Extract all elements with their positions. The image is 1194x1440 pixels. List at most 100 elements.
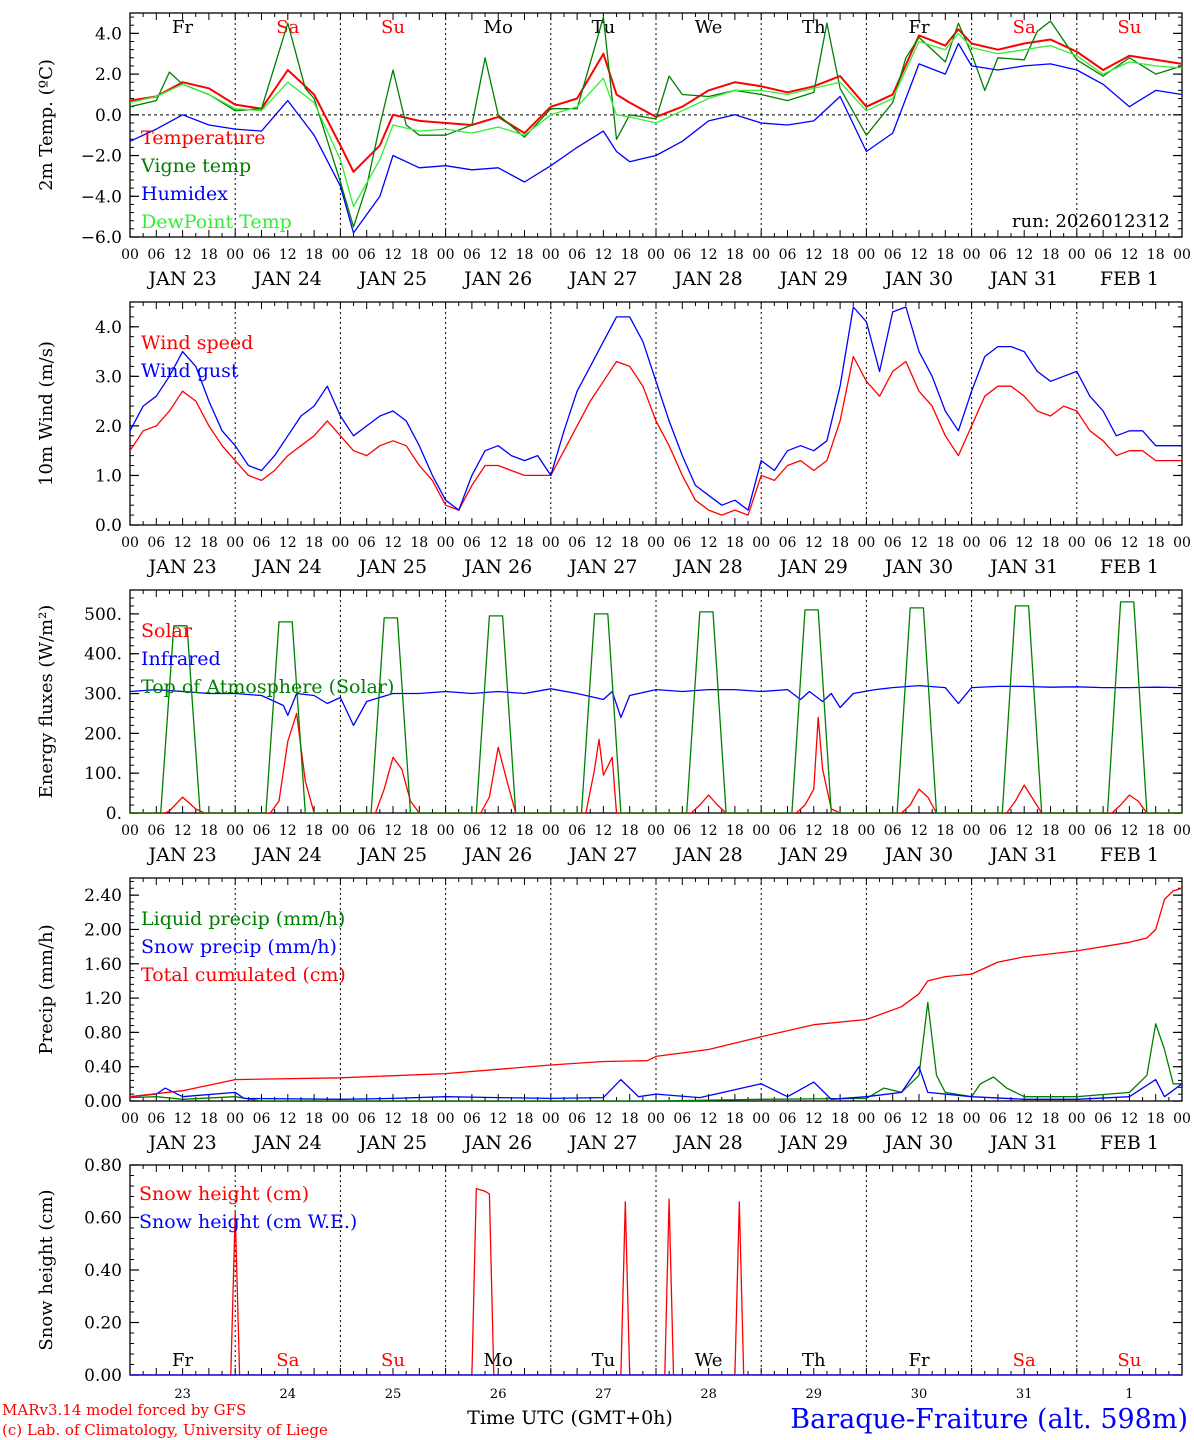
series-line-wind-gust — [130, 306, 1182, 511]
day-number-label: 28 — [700, 1387, 717, 1402]
date-label: JAN 31 — [988, 844, 1058, 866]
hour-tick-label: 18 — [1042, 247, 1060, 263]
hour-tick-label: 06 — [568, 247, 586, 263]
hour-tick-label: 06 — [673, 247, 691, 263]
hour-tick-label: 18 — [305, 247, 323, 263]
legend-entry: Snow height (cm) — [139, 1183, 309, 1205]
hour-tick-label: 00 — [542, 823, 560, 839]
hour-tick-label: 12 — [174, 1111, 192, 1127]
hour-tick-label: 00 — [857, 535, 875, 551]
hour-tick-label: 12 — [489, 535, 507, 551]
station-title: Baraque-Fraiture (alt. 598m) — [790, 1404, 1188, 1435]
hour-tick-label: 06 — [884, 823, 902, 839]
hour-tick-label: 12 — [174, 247, 192, 263]
day-number-label: 25 — [385, 1387, 402, 1402]
hour-tick-label: 06 — [884, 1111, 902, 1127]
series-line-top-of-atmosphere-solar — [130, 601, 1182, 813]
date-label: JAN 24 — [252, 844, 322, 866]
date-label: JAN 26 — [462, 844, 532, 866]
y-tick-label: −6.0 — [81, 228, 122, 248]
hour-tick-label: 12 — [1120, 823, 1138, 839]
hour-tick-label: 06 — [358, 1111, 376, 1127]
hour-tick-label: 00 — [963, 823, 981, 839]
day-number-label: 26 — [490, 1387, 507, 1402]
run-label: run: 2026012312 — [1012, 211, 1170, 232]
y-axis-label: 2m Temp. (ºC) — [36, 59, 57, 191]
date-label: JAN 23 — [147, 844, 217, 866]
hour-tick-label: 00 — [226, 1111, 244, 1127]
hour-tick-label: 06 — [253, 1111, 271, 1127]
hour-tick-label: 12 — [910, 1111, 928, 1127]
y-tick-label: 0.0 — [95, 106, 122, 126]
weekday-label: We — [695, 1350, 723, 1371]
hour-tick-label: 06 — [779, 535, 797, 551]
day-number-label: 23 — [174, 1387, 191, 1402]
y-tick-label: 1.0 — [95, 466, 122, 486]
y-axis-label: Energy fluxes (W/m²) — [36, 605, 57, 799]
y-tick-label: 0.00 — [84, 1092, 122, 1112]
y-tick-label: 3.0 — [95, 367, 122, 387]
date-label: JAN 29 — [778, 1132, 848, 1154]
hour-tick-label: 06 — [253, 247, 271, 263]
date-label: JAN 27 — [567, 844, 637, 866]
hour-tick-label: 18 — [936, 1111, 954, 1127]
date-label: JAN 30 — [883, 556, 953, 578]
hour-tick-label: 12 — [174, 823, 192, 839]
hour-tick-label: 06 — [463, 247, 481, 263]
y-tick-label: 2.40 — [84, 886, 122, 906]
panel-snow: 0.00 0.20 0.40 0.60 0.80 Snow height (cm) Fr Sa… — [36, 1156, 1183, 1402]
hour-tick-label: 06 — [1094, 535, 1112, 551]
date-label: JAN 23 — [147, 556, 217, 578]
hour-tick-label: 06 — [463, 535, 481, 551]
date-label: JAN 27 — [567, 1132, 637, 1154]
date-label: JAN 25 — [357, 556, 427, 578]
date-label: JAN 25 — [357, 844, 427, 866]
weekday-label: Th — [802, 17, 826, 38]
hour-tick-label: 06 — [147, 823, 165, 839]
hour-tick-label: 06 — [253, 535, 271, 551]
hour-tick-label: 12 — [489, 247, 507, 263]
hour-tick-label: 18 — [516, 535, 534, 551]
hour-tick-label: 00 — [331, 247, 349, 263]
weekday-label: We — [695, 17, 723, 38]
hour-tick-label: 00 — [963, 1111, 981, 1127]
hour-tick-label: 18 — [410, 247, 428, 263]
day-number-label: 1 — [1125, 1387, 1133, 1402]
series-line-humidex — [130, 42, 1182, 234]
day-number-label: 31 — [1016, 1387, 1033, 1402]
series-line-infrared — [130, 684, 1182, 727]
hour-tick-label: 06 — [1094, 823, 1112, 839]
hour-tick-label: 12 — [1120, 247, 1138, 263]
hour-tick-label: 00 — [331, 823, 349, 839]
weekday-label: Mo — [484, 17, 513, 38]
hour-tick-label: 06 — [568, 1111, 586, 1127]
hour-tick-label: 12 — [700, 247, 718, 263]
weekday-label: Tu — [592, 17, 616, 38]
hour-tick-label: 18 — [831, 1111, 849, 1127]
day-number-label: 29 — [806, 1387, 823, 1402]
hour-tick-label: 12 — [805, 823, 823, 839]
hour-tick-label: 18 — [1042, 1111, 1060, 1127]
series-line-vigne-temp — [130, 16, 1182, 228]
hour-tick-label: 00 — [1068, 247, 1086, 263]
hour-tick-label: 12 — [384, 535, 402, 551]
series-line-wind-speed — [130, 355, 1182, 516]
y-axis-label: Precip (mm/h) — [36, 924, 57, 1054]
legend-entry: Vigne temp — [140, 155, 251, 177]
panel-wind: 0.0 1.0 2.0 3.0 4.0 10m Wind (m/s) 00 06 12 18 JAN… — [36, 301, 1191, 578]
model-credit: MARv3.14 model forced by GFS — [2, 1401, 246, 1419]
hour-tick-label: 00 — [437, 823, 455, 839]
hour-tick-label: 06 — [989, 247, 1007, 263]
hour-tick-label: 00 — [1173, 823, 1191, 839]
date-label: FEB 1 — [1100, 556, 1159, 578]
hour-tick-label: 18 — [1147, 1111, 1165, 1127]
hour-tick-label: 18 — [831, 247, 849, 263]
hour-tick-label: 06 — [779, 1111, 797, 1127]
hour-tick-label: 06 — [568, 535, 586, 551]
hour-tick-label: 18 — [621, 535, 639, 551]
date-label: JAN 23 — [147, 268, 217, 290]
hour-tick-label: 18 — [621, 823, 639, 839]
legend-entry: Wind speed — [141, 332, 253, 354]
y-tick-label: 1.60 — [84, 955, 122, 975]
series-group — [130, 306, 1182, 516]
